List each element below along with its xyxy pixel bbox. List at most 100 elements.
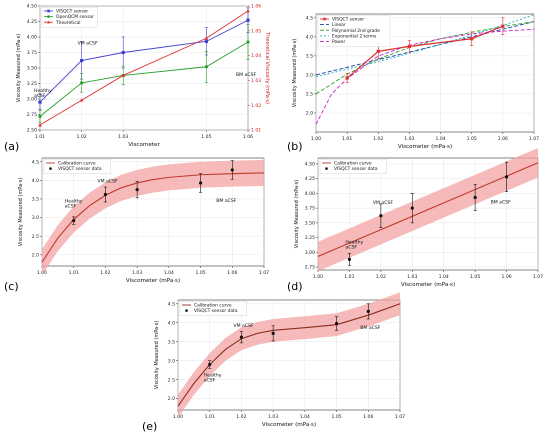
data-point: [79, 98, 84, 102]
legend-label: VISQCT sensor data: [334, 166, 378, 172]
y-tick-label: 2.50: [27, 128, 37, 134]
y-tick-label: 2.0: [168, 396, 175, 402]
x-tick-label: 1.06: [501, 274, 511, 280]
chart-panel-5: 1.00 1.01 1.02 1.03 1.04 1.05 1.06 1.072.02.53.…: [154, 292, 405, 428]
calibration-curve: [177, 303, 401, 407]
data-point: [246, 8, 250, 13]
annotation-label: Healthy aCSF: [65, 199, 83, 210]
data-point: [366, 309, 370, 313]
legend-label: Calibration curve: [58, 161, 96, 167]
x-tick-label: 1.05: [201, 134, 211, 140]
y-tick-label: 2.75: [305, 265, 315, 271]
confidence-band: [42, 159, 264, 276]
x-tick-label: 1.03: [132, 270, 142, 276]
y-axis-label: Viscosity Measured (mPa·s): [292, 39, 298, 107]
x-tick-label: 1.05: [467, 136, 477, 142]
y-tick-label: 2.5: [168, 377, 175, 383]
x-tick-label: 1.03: [407, 274, 417, 280]
y-tick-label: 4.50: [305, 161, 315, 167]
y-axis-label: Viscosity Measured (mPa·s): [18, 178, 24, 246]
fit-curve: [315, 21, 535, 95]
data-point: [345, 76, 349, 80]
x-axis-label: Viscometer (mPa·s): [398, 144, 452, 150]
y2-tick-label: 1.05: [251, 28, 261, 34]
annotation-label: Healthy aCSF: [345, 239, 363, 250]
data-point: [376, 49, 380, 53]
legend-label: VISQCT sensor data: [194, 308, 238, 314]
data-point: [501, 24, 505, 28]
data-point: [504, 175, 509, 179]
legend-box: [319, 159, 387, 174]
x-tick-label: 1.06: [363, 414, 373, 420]
legend-marker: [49, 167, 52, 170]
data-point: [379, 214, 383, 218]
data-point: [38, 114, 42, 118]
y-tick-label: 4.00: [305, 191, 315, 197]
chart-panel-2: 1.00 1.01 1.02 1.03 1.04 1.05 1.06 1.07 2.0 2.5 3.…: [292, 13, 539, 150]
y2-axis-label: Theoretical Viscosity (mPa·s): [264, 31, 270, 104]
y-tick-label: 3.0: [168, 358, 175, 364]
x-tick-label: 1.02: [373, 136, 383, 142]
data-point: [135, 188, 139, 192]
y-tick-label: 4.25: [27, 19, 37, 25]
x-tick-label: 1.03: [118, 134, 128, 140]
y-tick-label: 3.50: [305, 220, 315, 226]
data-point: [80, 81, 84, 85]
x-tick-label: 1.07: [529, 136, 539, 142]
legend-label: VISQCT sensor: [332, 17, 364, 23]
data-point: [103, 192, 108, 197]
annotation-label: VM aCSF: [97, 178, 118, 184]
panel-label-e: (e): [142, 420, 157, 433]
y-tick-label: 3.75: [27, 50, 37, 56]
x-tick-label: 1.05: [470, 274, 480, 280]
x-axis-label: Viscometer: [128, 142, 160, 148]
legend-box: [317, 15, 391, 47]
y-tick-label: 3.00: [27, 97, 37, 103]
data-point: [239, 335, 244, 339]
x-tick-label: 1.03: [268, 414, 278, 420]
x-tick-label: 1.00: [313, 274, 323, 280]
y-tick-label: 2.0: [32, 252, 39, 258]
legend-marker: [185, 309, 188, 312]
x-tick-label: 1.05: [331, 414, 341, 420]
annotation-label: BM aCSF: [360, 325, 381, 331]
data-point: [470, 37, 474, 41]
x-axis-label: Viscometer (mPa·s): [126, 278, 180, 284]
x-tick-label: 1.01: [35, 134, 45, 140]
y-tick-label: 4.5: [32, 159, 39, 165]
data-point: [271, 331, 275, 335]
y2-tick-label: 1.04: [251, 53, 261, 59]
x-tick-label: 1.07: [259, 270, 269, 276]
chart-panel-4: 1.00 1.01 1.02 1.03 1.04 1.05 1.06 1.07 2.75 3.00…: [294, 147, 543, 288]
legend-marker: [323, 17, 326, 21]
legend-label: Linear: [332, 22, 346, 28]
y-tick-label: 4.0: [168, 320, 175, 326]
data-point: [80, 58, 84, 63]
x-tick-label: 1.02: [236, 414, 246, 420]
y2-tick-label: 1.03: [251, 78, 261, 84]
legend-box: [43, 159, 111, 174]
y-tick-label: 4.00: [27, 35, 37, 41]
legend-label: Theoretical: [55, 20, 81, 26]
chart-panel-3: 1.001.011.021.031.041.051.061.072.02.53.…: [18, 157, 269, 284]
y-tick-label: 3.5: [168, 339, 175, 345]
y-tick-label: 3.25: [27, 81, 37, 87]
y-tick-label: 4.5: [168, 301, 175, 307]
data-point: [347, 257, 352, 261]
data-point: [121, 50, 125, 55]
legend-label: Power: [332, 39, 345, 45]
x-tick-label: 1.03: [404, 136, 414, 142]
annotation-label: BM aCSF: [491, 199, 512, 205]
legend-label: Polynomial 2nd grade: [332, 28, 380, 34]
x-tick-label: 1.06: [498, 136, 508, 142]
x-tick-label: 1.07: [395, 414, 405, 420]
data-point: [38, 123, 42, 127]
x-tick-label: 1.04: [164, 270, 174, 276]
panel-label-c: (c): [4, 280, 19, 293]
x-tick-label: 1.01: [205, 414, 215, 420]
y-tick-label: 3.75: [305, 206, 315, 212]
x-tick-label: 1.05: [195, 270, 205, 276]
fit-curve: [315, 21, 535, 76]
annotation-label: VM aCSF: [233, 323, 254, 329]
